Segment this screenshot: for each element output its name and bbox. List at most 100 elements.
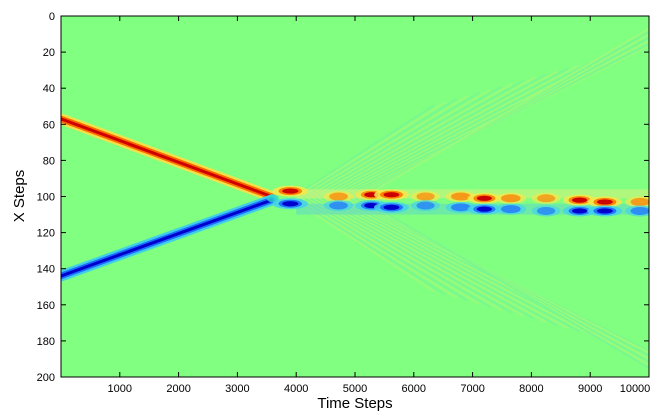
positive-blob-mid [536,194,556,203]
y-tick-label: 60 [43,119,55,131]
positive-blob-core [572,197,588,203]
oscillation-pair [323,191,354,212]
fan-ray [338,197,625,345]
x-tick-label: 2000 [166,383,190,395]
positive-blob-mid [500,194,521,203]
positive-blob-mid [451,192,471,201]
positive-blob-core [476,195,492,201]
y-tick-label: 40 [43,83,55,95]
fan-ray [310,82,514,200]
fan-ray [315,197,536,320]
negative-blob-mid [416,201,435,210]
fan-ray [307,85,502,200]
x-tick-label: 4000 [284,383,308,395]
fan-ray [301,197,480,305]
oscillation-pair [587,196,623,217]
fan-ray [304,197,491,308]
fan-ray [298,197,469,302]
band-core [61,198,274,278]
fan-ray [332,58,603,200]
fan-ray [340,197,636,348]
y-tick-label: 100 [37,192,55,204]
negative-blob-core [282,201,299,207]
x-tick-label: 7000 [460,383,484,395]
positive-soliton-band [61,113,278,202]
fan-ray [329,197,592,336]
fan-ray [312,197,525,317]
fan-ray [360,27,649,200]
fan-ray [310,197,514,314]
radiation-fan [290,27,649,369]
fan-ray [296,98,458,200]
positive-blob-core [282,188,299,194]
fan-ray [352,197,649,360]
fan-ray [349,197,649,357]
fan-ray [335,197,614,342]
fan-ray [338,52,625,200]
fan-ray [349,39,649,200]
positive-blob-core [383,192,400,198]
fan-ray [354,33,649,200]
y-axis-label: X Steps [11,170,28,223]
y-tick-label: 180 [37,336,55,348]
x-tick-label: 9000 [578,383,602,395]
x-tick-label: 8000 [519,383,543,395]
fan-ray [307,197,502,311]
x-tick-label: 5000 [343,383,367,395]
positive-blob-mid [416,192,435,201]
fan-ray [318,197,547,324]
x-axis-label: Time Steps [317,395,392,412]
band-core [61,117,274,198]
heatmap-features [61,27,649,369]
oscillation-pair [411,191,440,212]
oscillation-pair [467,192,502,215]
y-tick-label: 20 [43,47,55,59]
fan-ray [324,197,569,330]
fan-ray [312,79,525,200]
fan-ray [332,197,603,339]
negative-blob-mid [329,201,348,210]
fan-ray [346,43,649,200]
fan-ray [326,64,581,200]
fan-ray [298,94,469,200]
fan-ray [321,197,558,327]
y-tick-label: 0 [49,11,55,23]
fan-ray [329,61,592,200]
oscillation-pair [562,194,597,217]
x-tick-label: 10000 [620,383,651,395]
oscillation-pair [374,189,409,213]
fan-ray [343,197,648,351]
fan-ray [301,91,480,200]
fan-ray [352,36,649,200]
fan-ray [343,46,648,200]
fan-ray [293,101,447,200]
negative-blob-core [383,204,400,210]
fan-ray [290,104,435,200]
fan-ray [354,197,649,363]
y-tick-label: 80 [43,155,55,167]
fan-ray [293,197,447,296]
fan-ray [340,49,636,200]
negative-soliton-band [61,194,278,282]
oscillation-pair [625,196,649,217]
oscillation-pair [531,192,561,217]
y-tick-label: 120 [37,228,55,240]
negative-blob-mid [451,203,471,212]
x-tick-label: 6000 [402,383,426,395]
fan-ray [304,88,491,200]
x-tick-label: 1000 [108,383,132,395]
negative-blob-mid [536,206,556,215]
y-tick-label: 160 [37,300,55,312]
fan-ray [357,197,649,366]
fan-ray [326,197,581,333]
negative-blob-mid [630,206,649,215]
negative-blob-mid [500,205,521,214]
negative-blob-core [572,208,588,214]
fan-ray [318,73,547,200]
collision-point [266,194,279,203]
fan-ray [335,55,614,200]
fan-ray [360,197,649,369]
negative-blob-core [476,206,492,212]
oscillation-pair [495,192,527,215]
y-tick-label: 140 [37,264,55,276]
